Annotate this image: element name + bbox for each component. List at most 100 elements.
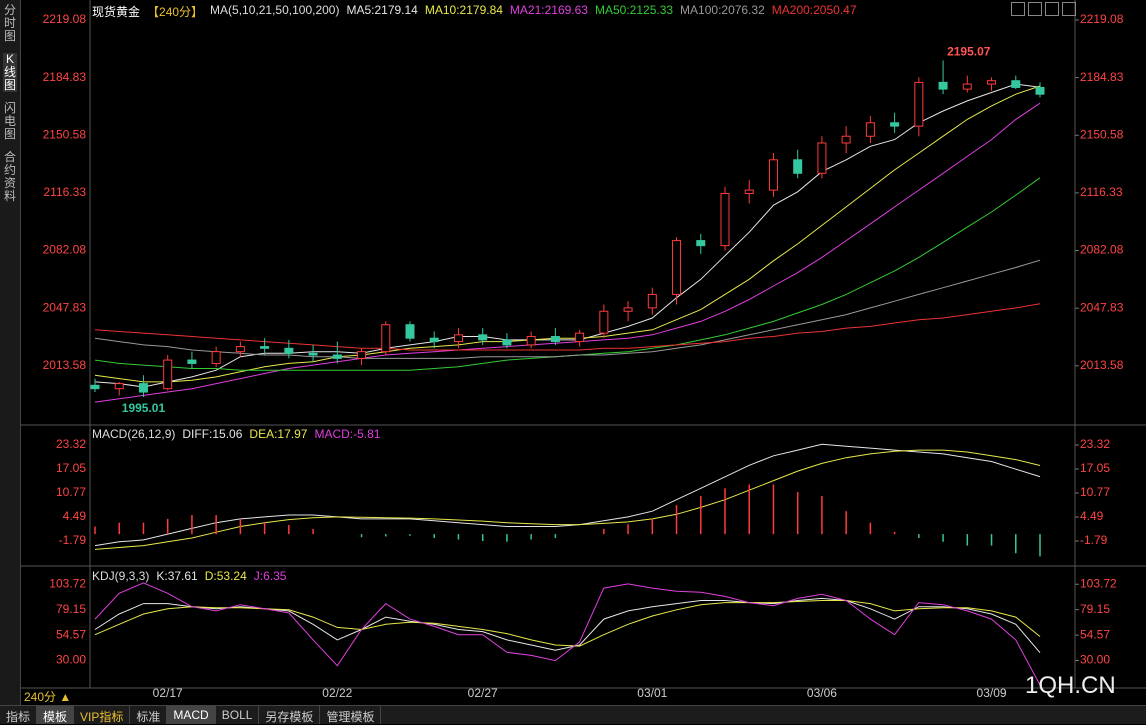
x-tick-label: 02/22	[322, 686, 352, 700]
candle-body	[90, 384, 100, 390]
candle-body	[478, 334, 488, 341]
tab[interactable]: 模板	[37, 706, 75, 724]
y-tick-label: 54.57	[56, 627, 86, 641]
y-tick-label: 10.77	[56, 485, 86, 499]
sidebar: 分时图 K线图 闪电图 合约资料	[0, 0, 21, 705]
y-tick-label: 23.32	[1080, 437, 1110, 451]
indicator-name: KDJ(9,3,3)	[92, 569, 150, 583]
x-tick-label: 02/27	[468, 686, 498, 700]
chart-title: 现货黄金	[92, 5, 141, 19]
legend-entry: DEA:17.97	[249, 427, 308, 441]
y-tick-label: 4.49	[1080, 509, 1104, 523]
candle-body	[211, 351, 221, 364]
indicator-line	[94, 443, 1041, 547]
candle-body	[308, 352, 318, 356]
y-tick-label: 54.57	[1080, 627, 1110, 641]
candle-body	[163, 359, 173, 390]
x-tick-label: 03/09	[977, 686, 1007, 700]
indicator-line	[94, 85, 1041, 383]
y-tick-label: 2150.58	[43, 127, 87, 141]
y-tick-label: 2082.08	[1080, 243, 1124, 257]
candle-body	[357, 351, 367, 359]
y-tick-label: 2219.08	[1080, 12, 1124, 26]
y-tick-label: 23.32	[56, 437, 86, 451]
y-tick-label: 2047.83	[43, 300, 87, 314]
legend-entry: MA100:2076.32	[680, 3, 765, 17]
candle-body	[623, 307, 633, 312]
indicator-line	[94, 597, 1041, 654]
tab[interactable]: 另存模板	[259, 706, 321, 724]
candle-body	[696, 240, 706, 247]
y-tick-label: 2047.83	[1080, 300, 1124, 314]
candle-body	[938, 81, 948, 90]
candle-body	[453, 334, 463, 343]
legend-entry: J:6.35	[253, 569, 287, 583]
tab[interactable]: VIP指标	[74, 706, 131, 724]
candle-body	[865, 122, 875, 137]
indicator-line	[94, 83, 1041, 388]
candle-body	[429, 337, 439, 343]
icon[interactable]	[1028, 2, 1042, 16]
candle-body	[890, 122, 900, 127]
candle-body	[841, 135, 851, 144]
candle-body	[405, 324, 415, 339]
x-tick-label: 02/17	[153, 686, 183, 700]
icon[interactable]	[1062, 2, 1076, 16]
y-tick-label: 17.05	[1080, 461, 1110, 475]
legend-entry: MACD:-5.81	[314, 427, 381, 441]
bottom-tabs: 指标 模板 VIP指标 标准 MACD BOLL 另存模板 管理模板	[0, 705, 1146, 724]
y-tick-label: 2082.08	[43, 243, 87, 257]
x-tick-label: 03/01	[637, 686, 667, 700]
candle-body	[817, 142, 827, 174]
high-label: 2195.07	[947, 45, 991, 59]
tab[interactable]: 标准	[130, 706, 168, 724]
period-button[interactable]: 240分 ▲	[24, 690, 72, 704]
candle-body	[502, 339, 512, 346]
period: 【240分】	[147, 5, 204, 19]
side-tab[interactable]: 合约资料	[3, 150, 16, 203]
indicator-line	[94, 259, 1041, 359]
indicator-line	[94, 102, 1041, 403]
indicator-name: MACD(26,12,9)	[92, 427, 176, 441]
candle-body	[962, 83, 972, 90]
x-tick-label: 03/06	[807, 686, 837, 700]
side-tab[interactable]: 分时图	[3, 3, 16, 43]
candle-body	[1011, 80, 1021, 88]
side-tab[interactable]: K线图	[3, 52, 17, 92]
y-tick-label: 17.05	[56, 461, 86, 475]
tab[interactable]: MACD	[167, 706, 216, 724]
candle-body	[260, 346, 270, 349]
candle-body	[1035, 86, 1045, 95]
y-tick-label: 2013.58	[43, 358, 87, 372]
y-tick-label: 2184.83	[1080, 70, 1124, 84]
candle-body	[235, 346, 245, 353]
toolbar-icons	[1011, 2, 1076, 16]
legend-entry: D:53.24	[204, 569, 247, 583]
icon[interactable]	[1011, 2, 1025, 16]
legend-entry: MA5:2179.14	[346, 3, 418, 17]
tab[interactable]: 管理模板	[320, 706, 382, 724]
candle-body	[599, 310, 609, 334]
tab[interactable]: BOLL	[216, 706, 260, 724]
y-tick-label: 30.00	[1080, 653, 1110, 667]
side-tab[interactable]: 闪电图	[3, 101, 16, 141]
chart: 2219.08 2219.08 2184.83 2184.83 2150.58 2150.…	[20, 0, 1146, 700]
tab[interactable]: 指标	[0, 706, 38, 724]
candle-body	[114, 383, 124, 390]
candle-body	[793, 159, 803, 174]
candle-body	[284, 347, 294, 354]
y-tick-label: 4.49	[63, 509, 87, 523]
legend-entry: MA50:2125.33	[594, 3, 674, 17]
indicator-line	[94, 177, 1041, 371]
candle-body	[138, 383, 148, 393]
icon[interactable]	[1045, 2, 1059, 16]
legend-entry: MA21:2169.63	[509, 3, 588, 17]
candle-body	[332, 354, 342, 359]
y-tick-label: 30.00	[56, 653, 86, 667]
macd-header: MACD(26,12,9) DIFF:15.06 DEA:17.97 MACD:-5.…	[92, 427, 380, 441]
y-tick-label: -1.79	[1080, 533, 1108, 547]
candle-body	[575, 332, 585, 343]
kdj-header: KDJ(9,3,3) K:37.61 D:53.24 J:6.35	[92, 569, 286, 583]
indicator-line	[94, 303, 1041, 351]
